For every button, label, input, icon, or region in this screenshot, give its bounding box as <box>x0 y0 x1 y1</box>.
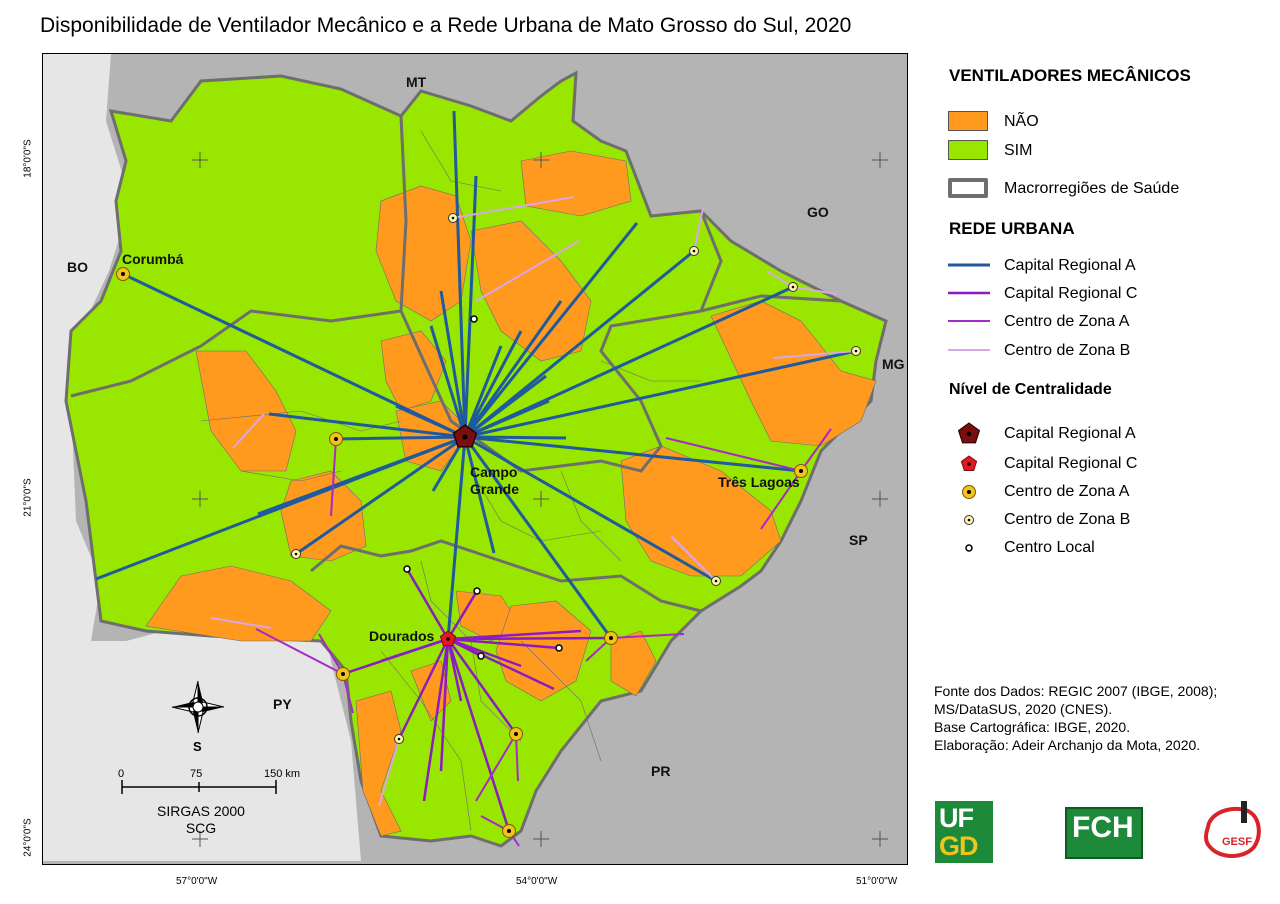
source-line: Elaboração: Adeir Archanjo da Mota, 2020… <box>934 737 1201 753</box>
ufgd-logo-text-1: UF <box>939 803 974 833</box>
legend-rede-capital-c: Capital Regional C <box>1004 285 1138 302</box>
bolivia-paraguay-area <box>43 54 361 861</box>
gesf-logo-text: GESF <box>1222 836 1252 848</box>
fch-logo-text: FCH <box>1072 811 1134 844</box>
label-bo: BO <box>67 259 88 275</box>
scale-tick-150: 150 km <box>264 768 300 780</box>
label-mg: MG <box>882 356 905 372</box>
ufgd-logo-text-2: GD <box>939 831 978 861</box>
legend-rede-zona-b: Centro de Zona B <box>1004 342 1131 359</box>
campo-grande-marker <box>452 424 478 448</box>
legend-nivel-centro-local: Centro Local <box>1004 539 1095 556</box>
compass-rose-icon <box>171 680 225 734</box>
centro-zona-b-markers <box>291 213 861 744</box>
datum-label-1: SIRGAS 2000 <box>157 803 245 819</box>
label-corumba: Corumbá <box>122 251 184 267</box>
legend-heading-nivel: Nível de Centralidade <box>949 381 1112 398</box>
centro-zona-a-markers <box>116 267 808 838</box>
label-sp: SP <box>849 532 868 548</box>
legend-nivel-zona-b: Centro de Zona B <box>1004 511 1131 528</box>
datum-label-2: SCG <box>186 820 216 836</box>
legend-label-macro: Macrorregiões de Saúde <box>1004 180 1180 197</box>
dourados-marker <box>439 630 457 646</box>
legend-swatch-nao <box>948 111 988 131</box>
map-frame: MT GO MG SP PR PY BO Corumbá Campo Grand… <box>42 53 908 865</box>
legend-label-nao: NÃO <box>1004 113 1039 130</box>
centro-zona-a-lines <box>255 428 832 847</box>
coord-x-57: 57°0'0"W <box>176 876 218 887</box>
legend-heading-rede: REDE URBANA <box>949 219 1075 238</box>
source-line: MS/DataSUS, 2020 (CNES). <box>934 701 1113 717</box>
source-text: Fonte dos Dados: REGIC 2007 (IBGE, 2008)… <box>934 682 1217 754</box>
legend-label-sim: SIM <box>1004 142 1033 159</box>
fch-logo: FCH <box>1065 807 1143 859</box>
coord-y-18: 18°0'0"S <box>22 139 34 178</box>
label-tres-lagoas: Três Lagoas <box>718 474 800 490</box>
legend-line-symbols <box>948 263 990 351</box>
legend-nivel-zona-a: Centro de Zona A <box>1004 483 1130 500</box>
map-title: Disponibilidade de Ventilador Mecânico e… <box>40 14 852 37</box>
legend-nivel-capital-a: Capital Regional A <box>1004 425 1136 442</box>
scale-tick-0: 0 <box>118 768 124 780</box>
label-campo-grande-2: Grande <box>470 481 519 497</box>
label-pr: PR <box>651 763 670 779</box>
legend-rede-capital-a: Capital Regional A <box>1004 257 1136 274</box>
source-line: Fonte dos Dados: REGIC 2007 (IBGE, 2008)… <box>934 683 1218 699</box>
centro-local-markers <box>403 315 563 660</box>
coord-x-51: 51°0'0"W <box>856 876 898 887</box>
source-line: Base Cartográfica: IBGE, 2020. <box>934 719 1131 735</box>
label-dourados: Dourados <box>369 628 435 644</box>
ufgd-logo: UF GD <box>935 801 993 863</box>
label-campo-grande-1: Campo <box>470 464 517 480</box>
centro-zona-b-lines <box>210 196 857 807</box>
capital-regional-a-lines <box>95 110 857 640</box>
label-go: GO <box>807 204 829 220</box>
legend-nivel-capital-c: Capital Regional C <box>1004 455 1138 472</box>
legend-swatch-macro <box>948 178 988 198</box>
ms-state <box>64 70 888 848</box>
label-mt: MT <box>406 74 427 90</box>
gesf-logo: GESF <box>1204 801 1261 858</box>
map-canvas: MT GO MG SP PR PY BO Corumbá Campo Grand… <box>43 54 907 864</box>
coord-x-54: 54°0'0"W <box>516 876 558 887</box>
coord-y-24: 24°0'0"S <box>22 818 34 857</box>
capital-regional-c-lines <box>342 568 612 832</box>
legend-swatch-sim <box>948 140 988 160</box>
graticule-crosses <box>192 152 888 847</box>
scale-tick-75: 75 <box>190 768 202 780</box>
scale-bar <box>121 780 277 794</box>
nao-areas <box>145 150 877 837</box>
legend-heading-ventiladores: VENTILADORES MECÂNICOS <box>949 66 1191 85</box>
compass-label: S <box>193 739 202 754</box>
label-py: PY <box>273 696 292 712</box>
legend-rede-zona-a: Centro de Zona A <box>1004 313 1130 330</box>
coord-y-21: 21°0'0"S <box>22 478 34 517</box>
legend-marker-symbols <box>957 422 981 552</box>
